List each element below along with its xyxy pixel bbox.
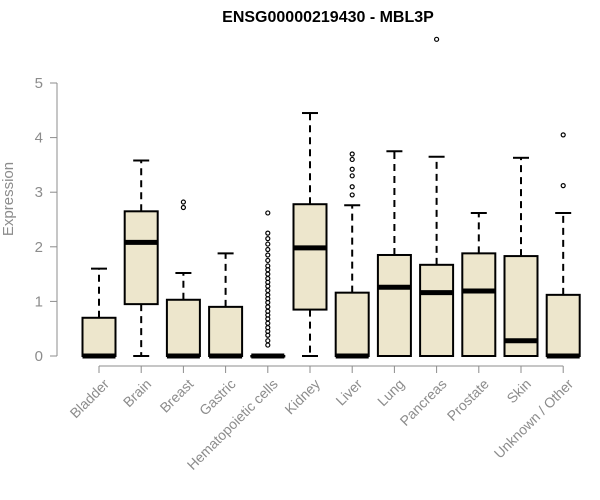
category-label: Breast bbox=[157, 376, 197, 416]
category-label: Unknown / Other bbox=[491, 376, 577, 462]
category-label: Prostate bbox=[444, 376, 492, 424]
chart-title: ENSG00000219430 - MBL3P bbox=[222, 9, 434, 26]
outlier-point bbox=[349, 173, 355, 179]
y-tick-label: 3 bbox=[35, 184, 43, 201]
y-axis: 0 1 2 3 4 5 bbox=[35, 75, 58, 365]
y-tick-label: 0 bbox=[35, 348, 43, 365]
box-group bbox=[208, 252, 244, 359]
outlier-point bbox=[349, 166, 355, 172]
y-tick-label: 4 bbox=[35, 130, 43, 147]
y-tick-label: 2 bbox=[35, 239, 43, 256]
box bbox=[165, 298, 201, 357]
x-axis bbox=[98, 365, 564, 373]
outlier-point bbox=[180, 204, 186, 211]
outlier-point bbox=[265, 210, 271, 216]
outlier-point bbox=[560, 132, 566, 138]
box bbox=[123, 210, 159, 306]
outlier-point bbox=[349, 156, 355, 163]
box bbox=[419, 263, 455, 357]
category-label: Kidney bbox=[281, 376, 323, 418]
y-tick-label: 1 bbox=[35, 293, 43, 310]
category-label: Skin bbox=[503, 376, 534, 407]
box-group bbox=[461, 211, 497, 358]
box-group bbox=[123, 159, 159, 357]
box bbox=[334, 291, 370, 357]
y-tick-label: 5 bbox=[35, 75, 43, 92]
outlier-point bbox=[265, 236, 271, 242]
outlier-point bbox=[265, 287, 271, 294]
outlier-point bbox=[265, 257, 271, 264]
box bbox=[376, 253, 412, 358]
box-group bbox=[165, 199, 201, 359]
y-axis-label: Expression bbox=[0, 162, 17, 236]
box bbox=[461, 252, 497, 358]
outlier-point bbox=[265, 241, 271, 247]
outlier-point bbox=[265, 320, 271, 326]
category-label: Liver bbox=[332, 376, 365, 409]
outlier-point bbox=[265, 230, 271, 236]
box bbox=[81, 316, 117, 357]
outlier-point bbox=[434, 36, 440, 42]
box-group bbox=[292, 112, 328, 357]
outlier-point bbox=[265, 338, 271, 344]
box-group bbox=[503, 156, 539, 357]
box bbox=[545, 293, 581, 357]
outlier-point bbox=[265, 271, 271, 277]
box-group bbox=[376, 150, 412, 358]
category-label: Lung bbox=[374, 376, 407, 409]
category-label: Bladder bbox=[67, 376, 113, 422]
box-group bbox=[250, 210, 286, 359]
outlier-point bbox=[560, 183, 566, 189]
outlier-point bbox=[265, 342, 271, 348]
outlier-point bbox=[180, 199, 186, 205]
box-group bbox=[334, 151, 370, 359]
outlier-point bbox=[349, 151, 355, 157]
box-group bbox=[419, 36, 455, 357]
box-group bbox=[81, 267, 117, 359]
category-label: Pancreas bbox=[397, 376, 450, 429]
outlier-point bbox=[349, 184, 355, 190]
box bbox=[208, 305, 244, 357]
outlier-point bbox=[265, 252, 271, 258]
box bbox=[292, 203, 328, 311]
box-series bbox=[81, 36, 581, 359]
outlier-point bbox=[265, 246, 271, 253]
box-group bbox=[545, 132, 581, 359]
outlier-point bbox=[349, 192, 355, 198]
outlier-point bbox=[265, 304, 271, 310]
category-label: Brain bbox=[120, 376, 154, 410]
outlier-point bbox=[265, 263, 271, 269]
